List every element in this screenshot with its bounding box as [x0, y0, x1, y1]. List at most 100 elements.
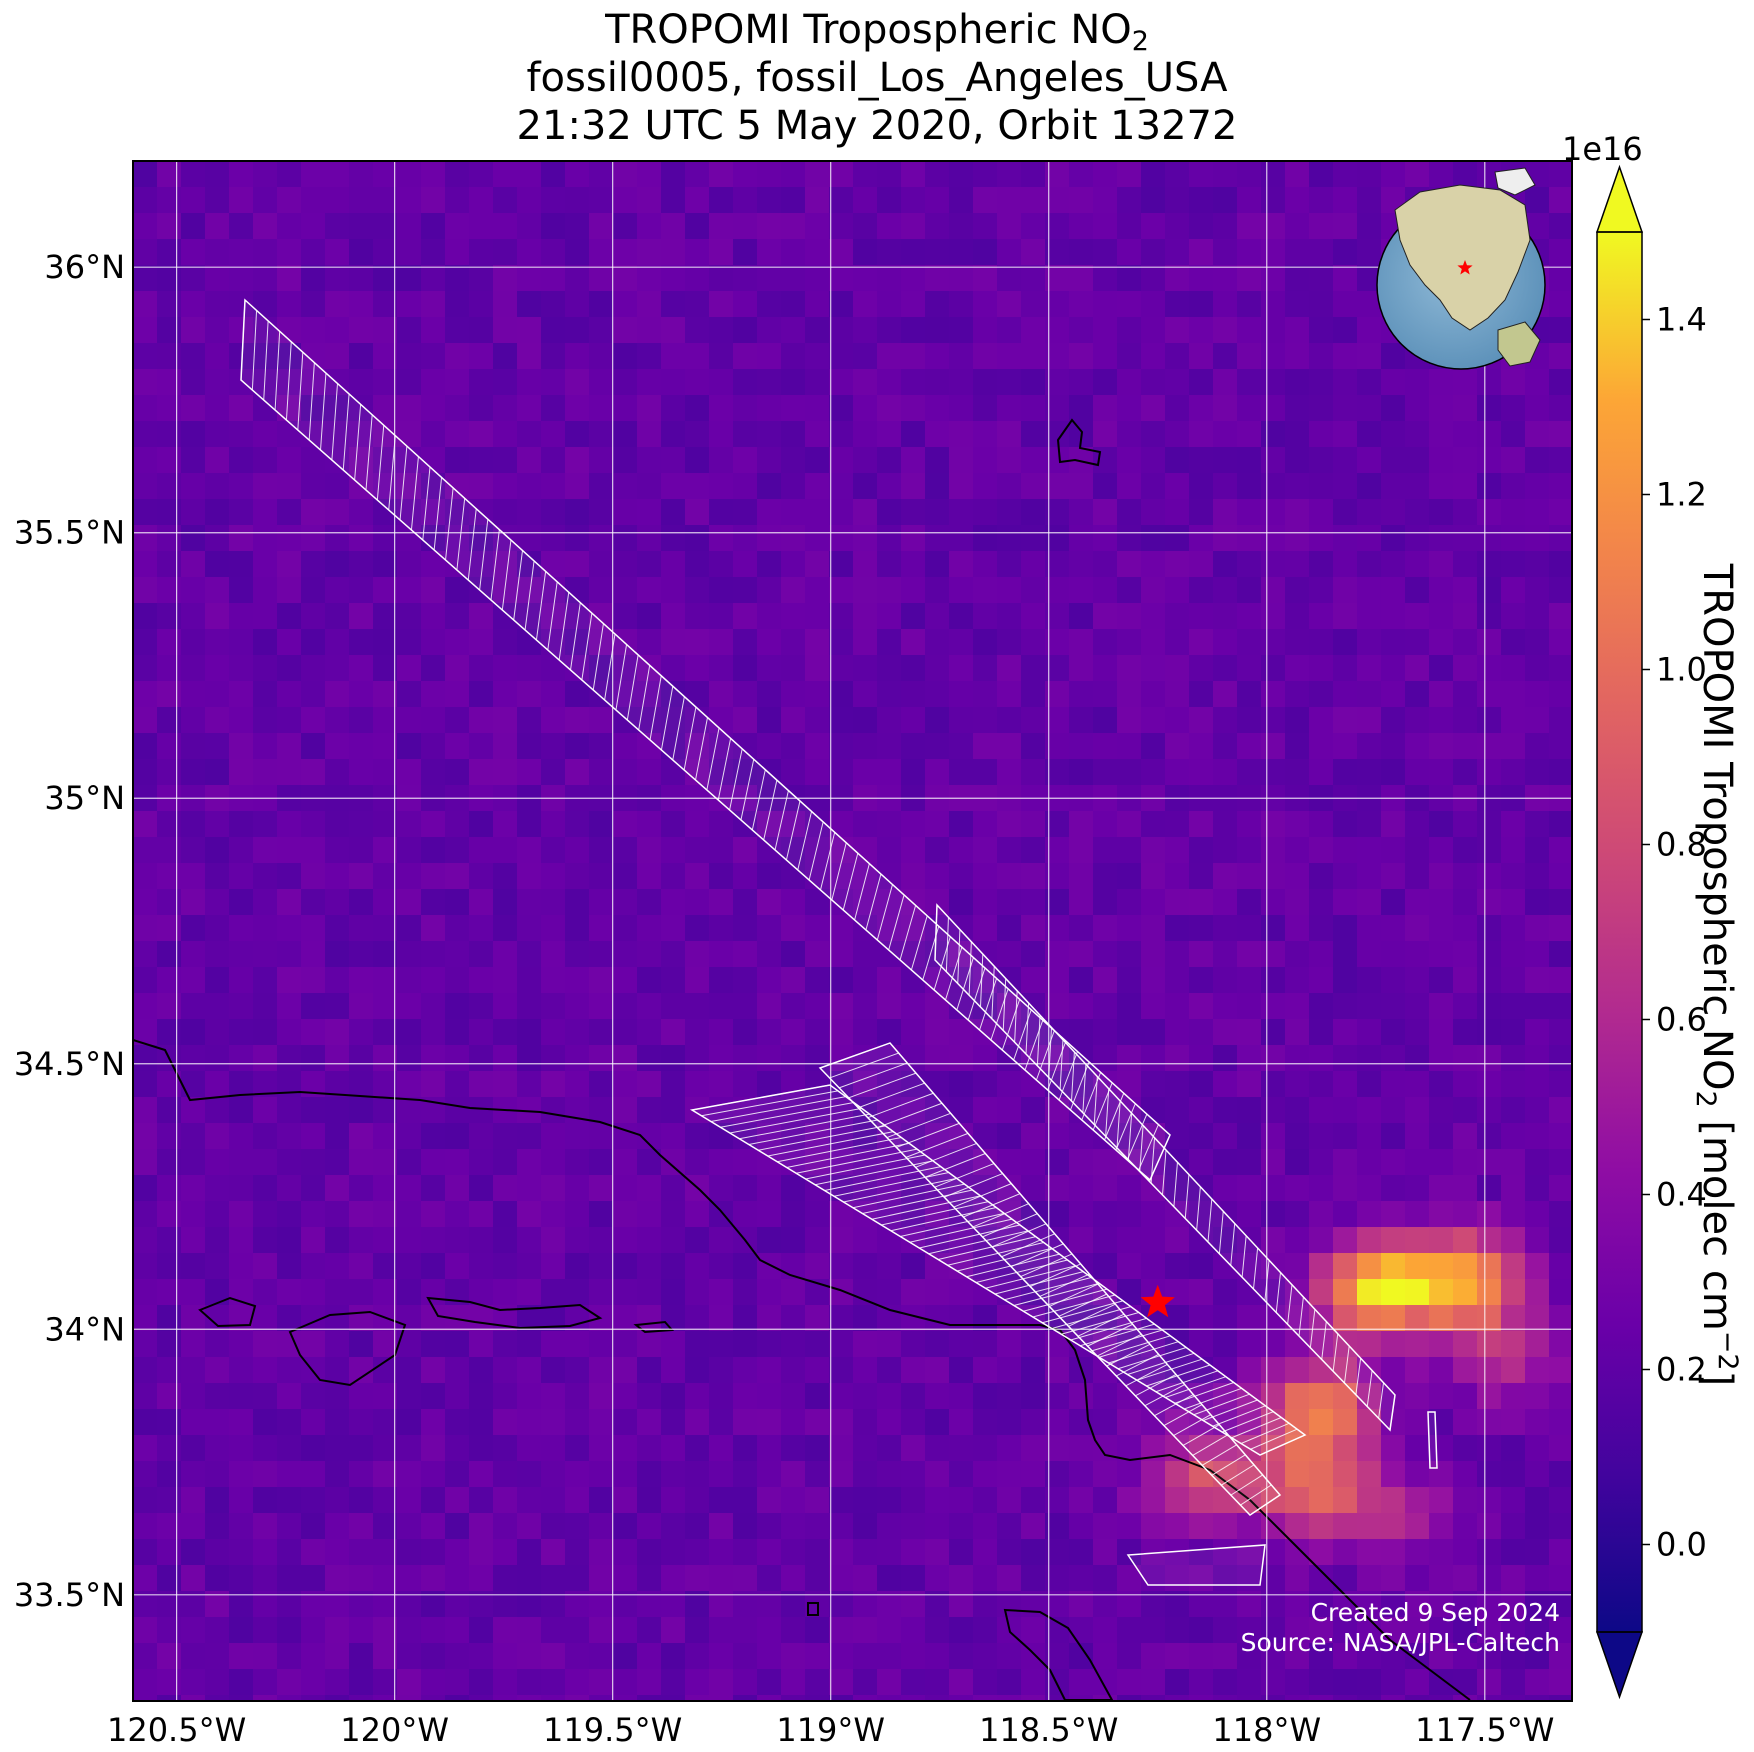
no2-pixel [661, 1539, 686, 1566]
no2-pixel [1285, 1331, 1310, 1358]
no2-pixel [805, 447, 830, 474]
no2-pixel [325, 395, 350, 422]
no2-pixel [1261, 421, 1286, 448]
no2-pixel [325, 1019, 350, 1046]
no2-pixel [637, 1383, 662, 1410]
no2-pixel [1357, 1669, 1382, 1696]
no2-pixel [733, 1539, 758, 1566]
no2-pixel [133, 551, 158, 578]
no2-pixel [1285, 525, 1310, 552]
no2-pixel [157, 967, 182, 994]
no2-pixel [805, 1617, 830, 1644]
no2-pixel [1237, 655, 1262, 682]
no2-pixel [1165, 343, 1190, 370]
no2-pixel [877, 1331, 902, 1358]
no2-pixel [493, 837, 518, 864]
latitude-ticks: 36°N35.5°N35°N34.5°N34°N33.5°N [14, 248, 125, 1614]
no2-pixel [397, 239, 422, 266]
no2-pixel [1357, 1097, 1382, 1124]
footprint-line [1221, 1411, 1274, 1433]
no2-pixel [1477, 1383, 1502, 1410]
no2-pixel [1309, 1617, 1334, 1644]
no2-pixel [1261, 1045, 1286, 1072]
no2-pixel [733, 1279, 758, 1306]
no2-pixel [1237, 1643, 1262, 1670]
no2-pixel [1429, 1201, 1454, 1228]
no2-pixel [1333, 1123, 1358, 1150]
no2-pixel [637, 759, 662, 786]
no2-pixel [709, 1175, 734, 1202]
no2-pixel [1549, 1487, 1572, 1514]
no2-pixel [1429, 1539, 1454, 1566]
no2-pixel [949, 1305, 974, 1332]
no2-pixel [421, 941, 446, 968]
no2-pixel [829, 759, 854, 786]
no2-pixel [1525, 369, 1550, 396]
no2-pixel [853, 1357, 878, 1384]
no2-pixel [1309, 1461, 1334, 1488]
no2-pixel [1429, 473, 1454, 500]
no2-pixel [157, 1123, 182, 1150]
no2-pixel [1069, 655, 1094, 682]
no2-pixel [877, 1097, 902, 1124]
no2-pixel [1093, 1487, 1118, 1514]
no2-pixel [973, 525, 998, 552]
footprint-line [1087, 1323, 1133, 1347]
no2-pixel [1453, 1097, 1478, 1124]
no2-pixel [781, 1487, 806, 1514]
no2-pixel [253, 655, 278, 682]
no2-pixel [205, 1201, 230, 1228]
no2-pixel [133, 1695, 158, 1701]
no2-pixel [1429, 1565, 1454, 1592]
no2-pixel [613, 811, 638, 838]
no2-pixel [1093, 1175, 1118, 1202]
no2-pixel [877, 343, 902, 370]
no2-pixel [157, 1357, 182, 1384]
no2-pixel [781, 629, 806, 656]
no2-pixel [1405, 1305, 1430, 1332]
no2-pixel [1453, 1331, 1478, 1358]
no2-pixel [565, 811, 590, 838]
no2-pixel [541, 421, 566, 448]
no2-pixel [1429, 421, 1454, 448]
no2-pixel [901, 1695, 926, 1701]
no2-pixel [949, 551, 974, 578]
no2-pixel [589, 499, 614, 526]
no2-pixel [997, 395, 1022, 422]
no2-pixel [349, 993, 374, 1020]
no2-pixel [757, 1331, 782, 1358]
no2-pixel [877, 473, 902, 500]
no2-pixel [517, 1565, 542, 1592]
no2-pixel [349, 837, 374, 864]
no2-pixel [1333, 187, 1358, 214]
no2-pixel [925, 291, 950, 318]
no2-pixel [133, 1435, 158, 1462]
no2-pixel [469, 1071, 494, 1098]
no2-pixel [469, 395, 494, 422]
no2-pixel [133, 395, 158, 422]
no2-pixel [925, 187, 950, 214]
no2-pixel [1261, 395, 1286, 422]
no2-pixel [661, 161, 686, 188]
no2-pixel [565, 707, 590, 734]
no2-pixel [421, 707, 446, 734]
no2-pixel [637, 889, 662, 916]
no2-pixel [229, 525, 254, 552]
footprint-line [1089, 1329, 1163, 1352]
no2-pixel [1021, 551, 1046, 578]
no2-pixel [1237, 941, 1262, 968]
no2-pixel [1501, 499, 1526, 526]
no2-pixel [1333, 213, 1358, 240]
no2-pixel [397, 863, 422, 890]
no2-pixel [685, 629, 710, 656]
no2-pixel [1285, 187, 1310, 214]
no2-pixel [781, 915, 806, 942]
no2-pixel [181, 1071, 206, 1098]
no2-pixel [1069, 499, 1094, 526]
no2-pixel [1309, 1279, 1334, 1306]
no2-pixel [421, 1279, 446, 1306]
map-frame [132, 160, 1573, 1702]
no2-pixel [1477, 681, 1502, 708]
no2-pixel [157, 525, 182, 552]
footprint-line [1250, 1428, 1298, 1450]
